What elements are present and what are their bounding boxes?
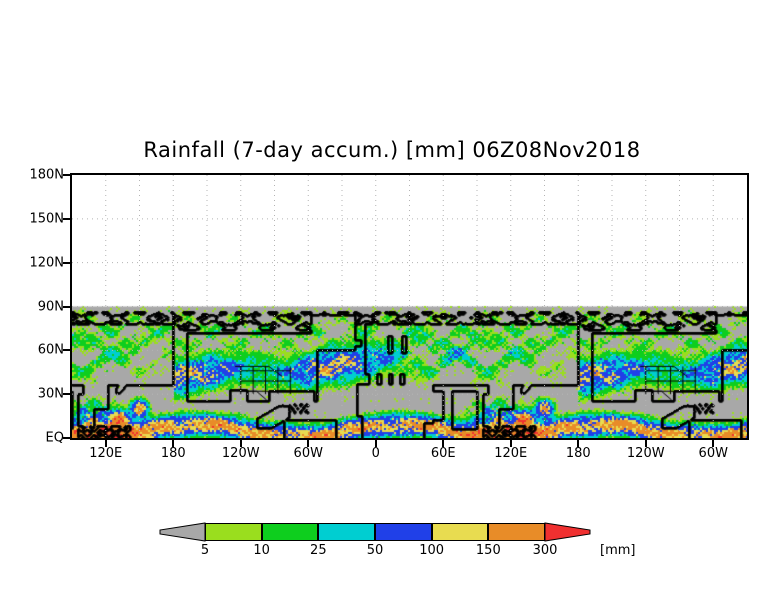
x-tick-mark [509,440,512,447]
colorbar-unit-label: [mm] [600,543,636,558]
colorbar-tick-label: 50 [366,543,384,558]
map-plot-inner [72,175,747,438]
y-axis-labels: 180N 150N 120N 90N 60N 30N EQ [0,0,64,612]
y-tick-label: 30N [37,386,64,402]
colorbar-tick-label: 10 [253,543,270,558]
y-tick-label: 120N [29,255,64,271]
y-tick-label: 90N [37,299,64,314]
colorbar-extend-arrow [544,522,591,542]
y-tick-mark [63,174,70,176]
y-tick-label: EQ [45,430,64,446]
y-tick-label: 150N [29,211,64,227]
x-tick-mark [239,440,242,447]
y-tick-mark [63,393,70,396]
colorbar-segment [318,523,375,541]
x-tick-label: 120E [494,446,528,461]
x-tick-mark [712,440,715,447]
colorbar-tick-label: 300 [532,543,558,558]
colorbar-tick-label: 100 [419,543,445,558]
colorbar-segment [431,523,489,541]
x-tick-mark [374,440,377,447]
y-tick-mark [63,305,70,308]
x-tick-mark [442,440,445,447]
x-tick-mark [644,440,647,447]
colorbar-extend-arrow [159,522,206,542]
x-tick-mark [172,440,175,447]
colorbar-tick-label: 150 [475,543,501,558]
rainfall-raster [72,175,747,438]
x-tick-mark [577,440,580,447]
x-tick-label: 180 [160,446,186,461]
colorbar-segment [488,523,545,541]
map-plot-area [70,173,749,440]
x-tick-label: 60E [430,446,456,461]
y-tick-mark [63,217,70,220]
colorbar-segment [205,523,262,541]
x-tick-label: 60W [293,446,323,461]
x-tick-label: 120W [626,446,665,461]
y-tick-mark [63,349,70,352]
x-tick-label: 0 [371,446,380,461]
x-tick-label: 180 [565,446,591,461]
x-tick-label: 120E [89,446,123,461]
x-tick-mark [307,440,310,447]
colorbar-segment [375,523,432,541]
y-tick-mark [63,437,70,439]
x-tick-label: 120W [221,446,260,461]
y-tick-label: 180N [29,167,64,183]
colorbar-tick-label: 25 [310,543,327,558]
x-tick-mark [104,440,107,447]
y-tick-label: 60N [37,342,64,358]
x-tick-label: 60W [698,446,728,461]
y-tick-mark [63,261,70,264]
colorbar-tick-label: 5 [200,543,210,558]
colorbar-segment [261,523,319,541]
x-axis-labels: 120E 180 120W 60W 0 60E 120E 180 120W 60W [0,446,784,466]
figure-title: Rainfall (7-day accum.) [mm] 06Z08Nov201… [143,138,641,162]
